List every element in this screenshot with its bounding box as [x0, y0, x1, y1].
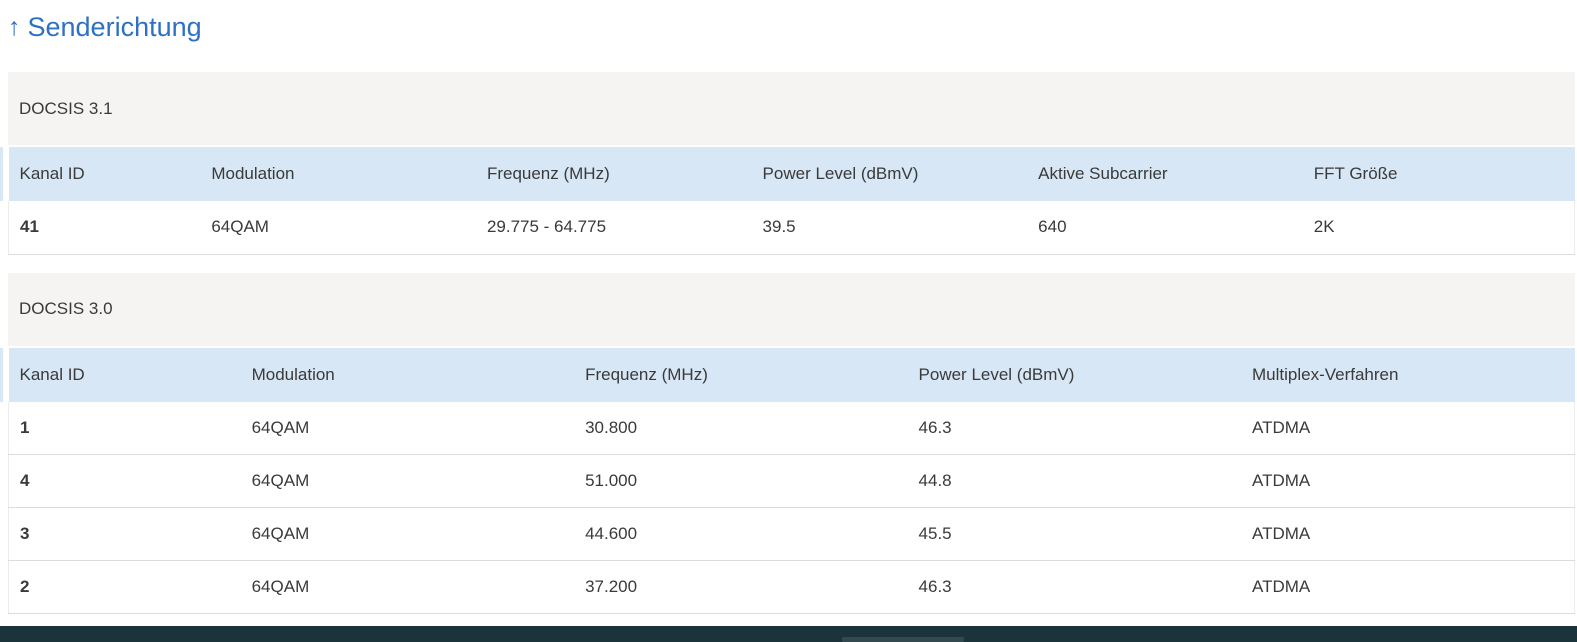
column-header: Power Level (dBmV)	[907, 347, 1241, 402]
page-title: ↑ Senderichtung	[0, 0, 1577, 72]
table-cell: 640	[1027, 201, 1303, 255]
table-cell: 30.800	[574, 401, 908, 455]
column-header: Multiplex-Verfahren	[1241, 347, 1575, 402]
table-cell: 64QAM	[240, 454, 575, 508]
column-header: Aktive Subcarrier	[1027, 147, 1303, 201]
table-cell: 64QAM	[240, 507, 575, 561]
table-cell: 2K	[1302, 201, 1575, 255]
section-header-label: DOCSIS 3.1	[19, 98, 113, 118]
table-cell: 64QAM	[240, 401, 575, 455]
table-header-row: Kanal ID Modulation Frequenz (MHz) Power Le…	[8, 347, 1575, 402]
table-cell: 46.3	[907, 560, 1241, 614]
table-row: 4 64QAM 51.000 44.8 ATDMA	[7, 454, 1575, 508]
table-cell: 51.000	[574, 454, 908, 508]
header-row-bleed	[0, 147, 3, 201]
footer-bar	[0, 626, 1577, 642]
cell-kanal-id: 2	[7, 560, 241, 614]
table-cell: 64QAM	[200, 201, 476, 255]
table-cell: 64QAM	[240, 560, 575, 614]
column-header: FFT Größe	[1302, 147, 1575, 201]
table-cell: 39.5	[751, 201, 1028, 255]
cell-kanal-id: 41	[8, 201, 201, 255]
section-header-label: DOCSIS 3.0	[19, 299, 113, 318]
table-cell: 37.200	[574, 560, 908, 614]
table-cell: ATDMA	[1241, 401, 1575, 455]
table-header-row: Kanal ID Modulation Frequenz (MHz) Power Le…	[8, 147, 1575, 201]
table-cell: ATDMA	[1241, 454, 1575, 508]
page-title-text: Senderichtung	[27, 12, 202, 42]
column-header: Modulation	[200, 147, 476, 201]
column-header: Power Level (dBmV)	[751, 147, 1028, 201]
column-header: Frequenz (MHz)	[574, 347, 908, 402]
table-row: 41 64QAM 29.775 - 64.775 39.5 640 2K	[8, 201, 1575, 255]
table-row: 2 64QAM 37.200 46.3 ATDMA	[7, 560, 1575, 614]
table-cell: ATDMA	[1241, 560, 1575, 614]
cell-kanal-id: 4	[7, 454, 241, 508]
column-header: Frequenz (MHz)	[475, 147, 752, 201]
table-cell: ATDMA	[1241, 507, 1575, 561]
cell-kanal-id: 3	[7, 507, 241, 561]
docsis-30-table-section: DOCSIS 3.0 Kanal ID Modulation Frequenz (M…	[0, 272, 1575, 614]
column-header: Kanal ID	[8, 347, 241, 402]
column-header: Modulation	[240, 347, 575, 402]
docsis-31-table-section: DOCSIS 3.1 Kanal ID Modulation Frequenz (M…	[0, 72, 1575, 255]
docsis-31-table: Kanal ID Modulation Frequenz (MHz) Power Le…	[8, 147, 1575, 255]
table-cell: 29.775 - 64.775	[475, 201, 752, 255]
cell-kanal-id: 1	[7, 401, 241, 455]
section-header: DOCSIS 3.0	[8, 272, 1575, 346]
horizontal-scrollbar-thumb[interactable]	[842, 637, 964, 642]
table-cell: 45.5	[907, 507, 1241, 561]
docsis-30-table: Kanal ID Modulation Frequenz (MHz) Power Le…	[7, 347, 1575, 614]
table-row: 1 64QAM 30.800 46.3 ATDMA	[7, 401, 1575, 455]
section-header: DOCSIS 3.1	[8, 72, 1575, 145]
table-cell: 46.3	[907, 401, 1241, 455]
header-row-bleed	[0, 347, 3, 402]
up-arrow-icon: ↑	[8, 13, 21, 41]
table-cell: 44.600	[574, 507, 908, 561]
column-header: Kanal ID	[8, 147, 201, 201]
table-cell: 44.8	[907, 454, 1241, 508]
table-row: 3 64QAM 44.600 45.5 ATDMA	[7, 507, 1575, 561]
